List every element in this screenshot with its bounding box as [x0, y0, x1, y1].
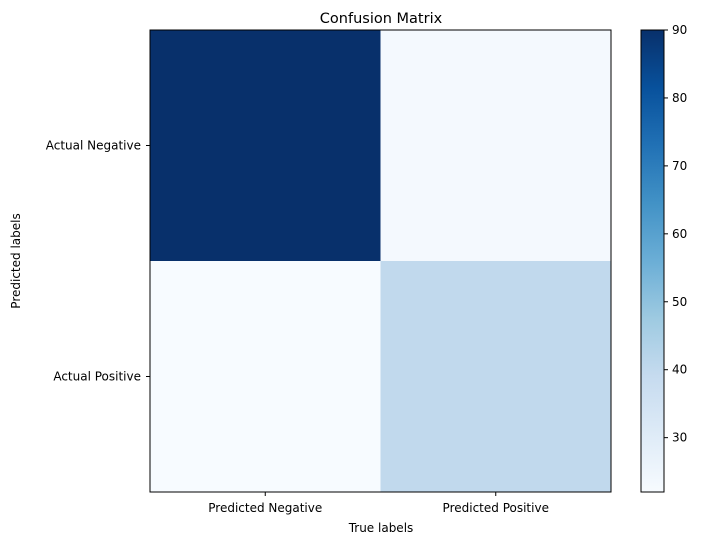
x-tick-label: Predicted Negative [208, 501, 322, 515]
plot-frame [149, 29, 612, 493]
heatmap-cell [150, 30, 381, 262]
heatmap-cell [150, 261, 381, 493]
colorbar-tick-label: 90 [672, 23, 687, 37]
colorbar-tick-label: 30 [672, 431, 687, 445]
heatmap-cell [380, 30, 612, 262]
y-tick-label: Actual Positive [53, 370, 141, 384]
heatmap-cells [150, 30, 612, 493]
x-tick-label: Predicted Positive [443, 501, 549, 515]
chart-title: Confusion Matrix [320, 11, 443, 27]
y-axis-label: Predicted labels [9, 213, 23, 308]
y-tick-label: Actual Negative [46, 139, 141, 153]
colorbar-tick-label: 80 [672, 91, 687, 105]
heatmap-cell [380, 261, 612, 493]
colorbar-tick-label: 40 [672, 363, 687, 377]
x-axis-label: True labels [348, 521, 414, 535]
x-axis-ticks: Predicted Negative Predicted Positive [208, 492, 549, 515]
y-axis-ticks: Actual Negative Actual Positive [46, 139, 150, 384]
colorbar-tick-label: 60 [672, 227, 687, 241]
colorbar-tick-label: 70 [672, 159, 687, 173]
colorbar [640, 29, 665, 493]
colorbar-tick-label: 50 [672, 295, 687, 309]
colorbar-ticks: 30 40 50 60 70 80 90 [664, 23, 687, 445]
